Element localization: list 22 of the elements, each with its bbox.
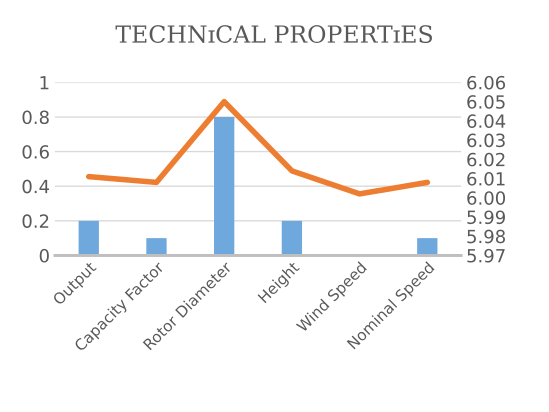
y2-tick-label: 6.04 (467, 114, 506, 128)
y2-tick-label: 6.01 (467, 172, 505, 186)
y2-tick-label: 5.99 (467, 210, 505, 224)
y-tick-label: 0 (40, 248, 49, 263)
y2-tick-label: 5.98 (467, 230, 505, 244)
bar (214, 117, 234, 256)
y-tick-label: 0.8 (22, 110, 49, 124)
bar (78, 220, 99, 256)
y-tick-label: 0.4 (22, 180, 50, 194)
y2-tick-label: 6.05 (467, 95, 505, 109)
y2-tick-label: 6.03 (467, 134, 505, 148)
bar (282, 220, 302, 256)
y-tick-label: 0.6 (22, 145, 49, 159)
bar (417, 238, 438, 256)
chart-title: TECHNɪCAL PROPERTɪES (116, 25, 432, 43)
y-tick-label: 1 (40, 76, 48, 90)
y-tick-label: 0.2 (22, 214, 48, 228)
y2-tick-label: 6.02 (467, 152, 504, 166)
bar (146, 238, 167, 256)
y2-tick-label: 6.06 (467, 76, 506, 90)
y2-tick-label: 6.00 (467, 191, 506, 205)
y2-tick-label: 5.97 (467, 248, 505, 263)
